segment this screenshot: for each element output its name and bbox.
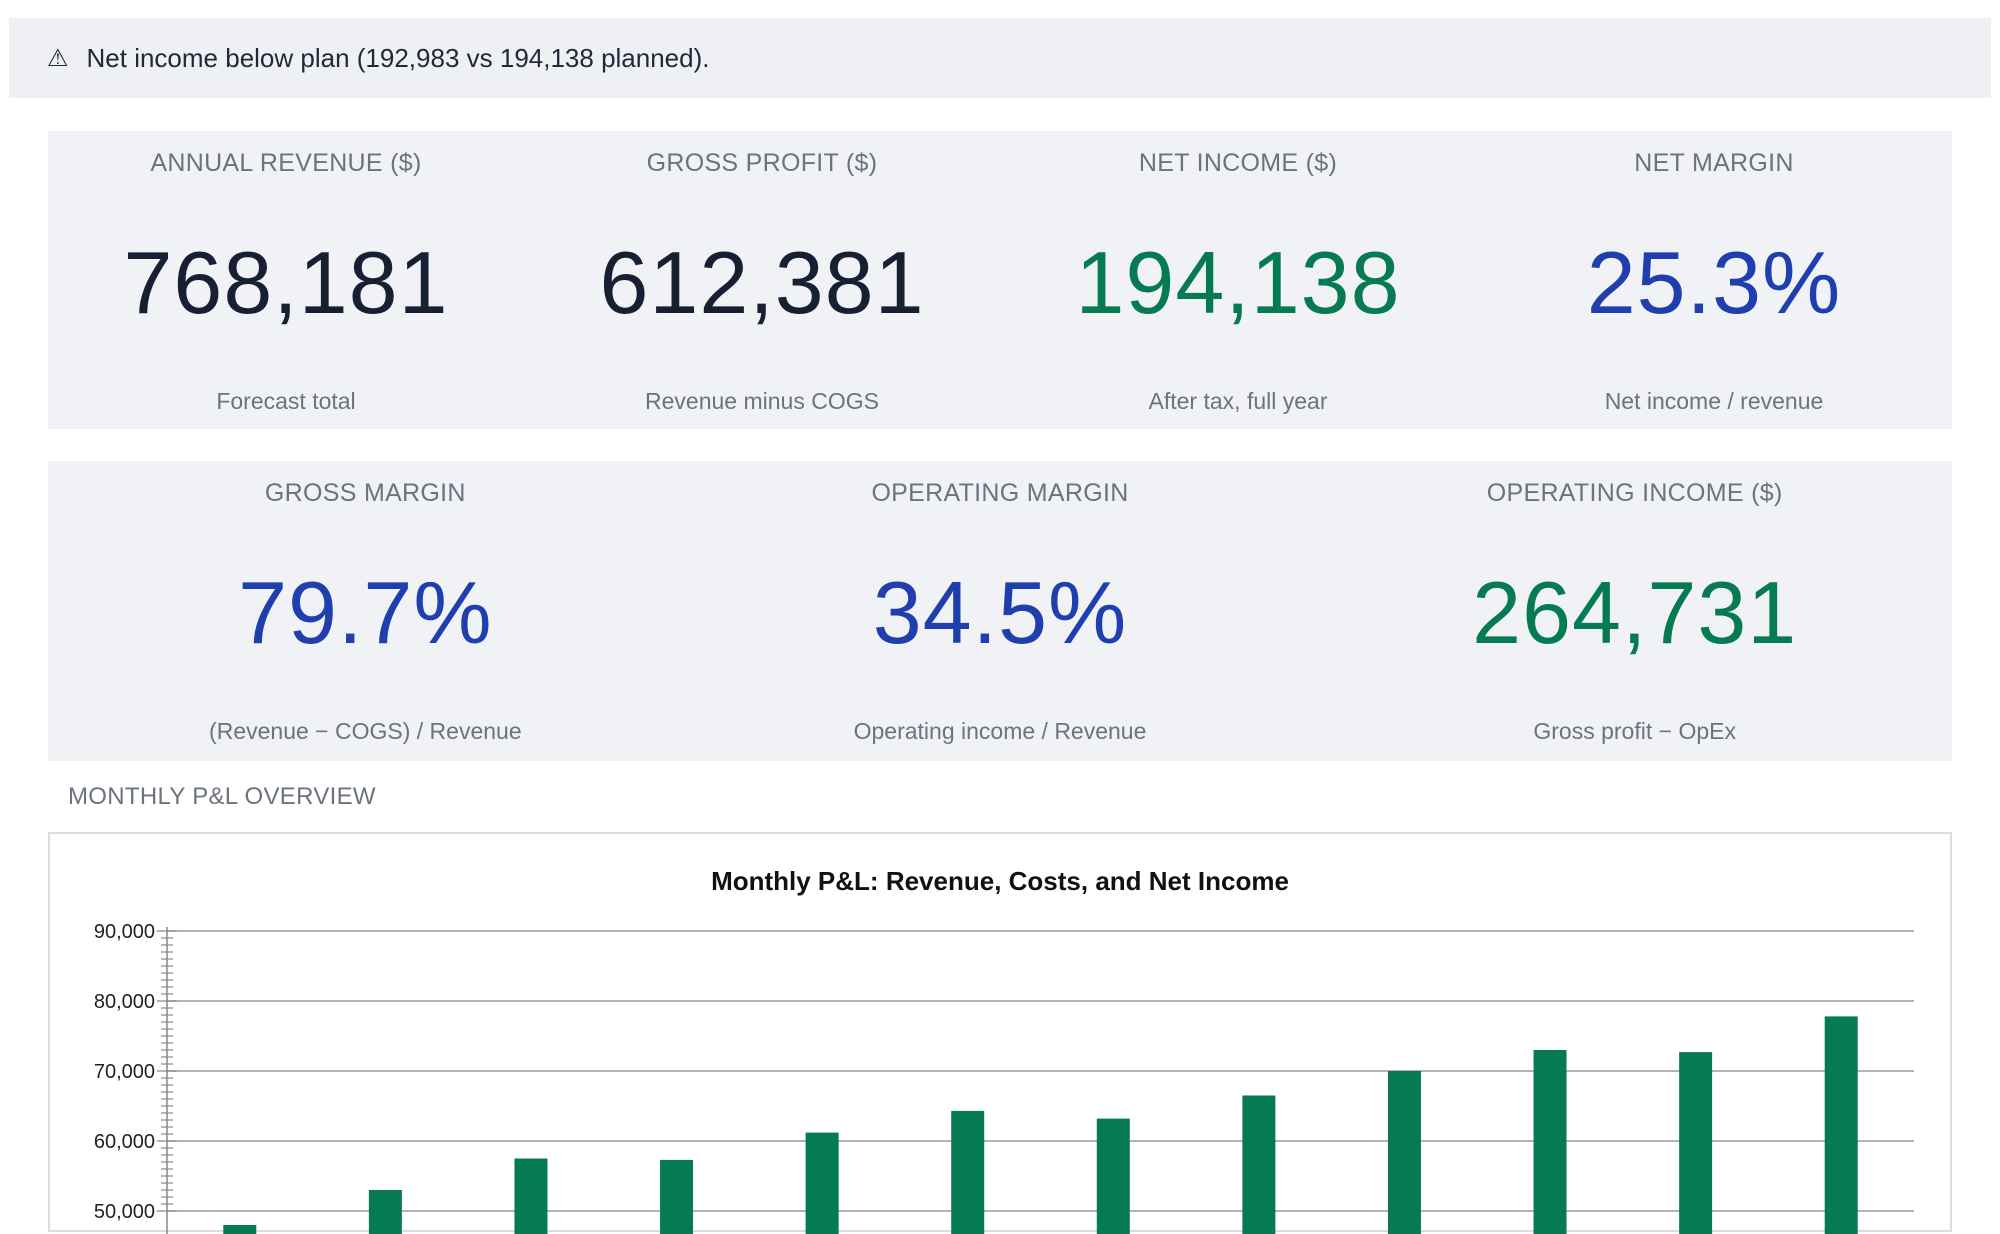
kpi-row-secondary: GROSS MARGIN 79.7% (Revenue − COGS) / Re… <box>48 461 1952 761</box>
bar <box>1242 1096 1275 1234</box>
kpi-gross-margin: GROSS MARGIN 79.7% (Revenue − COGS) / Re… <box>48 461 683 761</box>
y-tick-label: 60,000 <box>94 1131 155 1153</box>
kpi-value: 768,181 <box>48 239 524 327</box>
kpi-net-margin: NET MARGIN 25.3% Net income / revenue <box>1476 131 1952 429</box>
chart-y-tick-labels: 50,000 60,000 70,000 80,000 90,000 <box>94 921 155 1223</box>
kpi-value: 34.5% <box>683 569 1318 657</box>
kpi-label: GROSS MARGIN <box>48 479 683 508</box>
chart-y-axis <box>157 927 177 1234</box>
kpi-annual-revenue: ANNUAL REVENUE ($) 768,181 Forecast tota… <box>48 131 524 429</box>
kpi-subtext: Operating income / Revenue <box>683 718 1318 745</box>
y-tick-label: 90,000 <box>94 921 155 943</box>
y-tick-label: 80,000 <box>94 991 155 1013</box>
kpi-subtext: Revenue minus COGS <box>524 388 1000 415</box>
bar <box>951 1111 984 1234</box>
chart-gridlines <box>167 931 1914 1211</box>
kpi-label: OPERATING MARGIN <box>683 479 1318 508</box>
warning-icon: ⚠ <box>47 44 69 73</box>
kpi-gross-profit: GROSS PROFIT ($) 612,381 Revenue minus C… <box>524 131 1000 429</box>
bar <box>223 1225 256 1234</box>
kpi-value: 79.7% <box>48 569 683 657</box>
kpi-operating-margin: OPERATING MARGIN 34.5% Operating income … <box>683 461 1318 761</box>
bar <box>660 1160 693 1234</box>
bar <box>514 1159 547 1234</box>
kpi-subtext: Gross profit − OpEx <box>1317 718 1952 745</box>
chart-title: Monthly P&L: Revenue, Costs, and Net Inc… <box>711 866 1289 896</box>
kpi-operating-income: OPERATING INCOME ($) 264,731 Gross profi… <box>1317 461 1952 761</box>
alert-text: Net income below plan (192,983 vs 194,13… <box>87 43 710 74</box>
kpi-label: GROSS PROFIT ($) <box>524 149 1000 178</box>
chart-bars <box>223 1016 1857 1234</box>
kpi-label: NET INCOME ($) <box>1000 149 1476 178</box>
y-tick-label: 50,000 <box>94 1201 155 1223</box>
kpi-subtext: Net income / revenue <box>1476 388 1952 415</box>
bar <box>1825 1016 1858 1234</box>
pl-chart: Monthly P&L: Revenue, Costs, and Net Inc… <box>50 834 1950 1234</box>
bar <box>1097 1119 1130 1234</box>
kpi-subtext: Forecast total <box>48 388 524 415</box>
kpi-label: OPERATING INCOME ($) <box>1317 479 1952 508</box>
bar <box>1679 1052 1712 1234</box>
kpi-label: ANNUAL REVENUE ($) <box>48 149 524 178</box>
bar <box>369 1190 402 1234</box>
y-tick-label: 70,000 <box>94 1061 155 1083</box>
bar <box>1534 1050 1567 1234</box>
kpi-value: 264,731 <box>1317 569 1952 657</box>
kpi-row-primary: ANNUAL REVENUE ($) 768,181 Forecast tota… <box>48 131 1952 429</box>
kpi-subtext: After tax, full year <box>1000 388 1476 415</box>
bar <box>806 1133 839 1234</box>
kpi-value: 194,138 <box>1000 239 1476 327</box>
kpi-value: 612,381 <box>524 239 1000 327</box>
section-title: MONTHLY P&L OVERVIEW <box>68 783 376 811</box>
kpi-value: 25.3% <box>1476 239 1952 327</box>
pl-chart-panel: Monthly P&L: Revenue, Costs, and Net Inc… <box>48 832 1952 1232</box>
bar <box>1388 1071 1421 1234</box>
kpi-subtext: (Revenue − COGS) / Revenue <box>48 718 683 745</box>
kpi-net-income: NET INCOME ($) 194,138 After tax, full y… <box>1000 131 1476 429</box>
alert-banner: ⚠ Net income below plan (192,983 vs 194,… <box>9 18 1991 98</box>
kpi-label: NET MARGIN <box>1476 149 1952 178</box>
